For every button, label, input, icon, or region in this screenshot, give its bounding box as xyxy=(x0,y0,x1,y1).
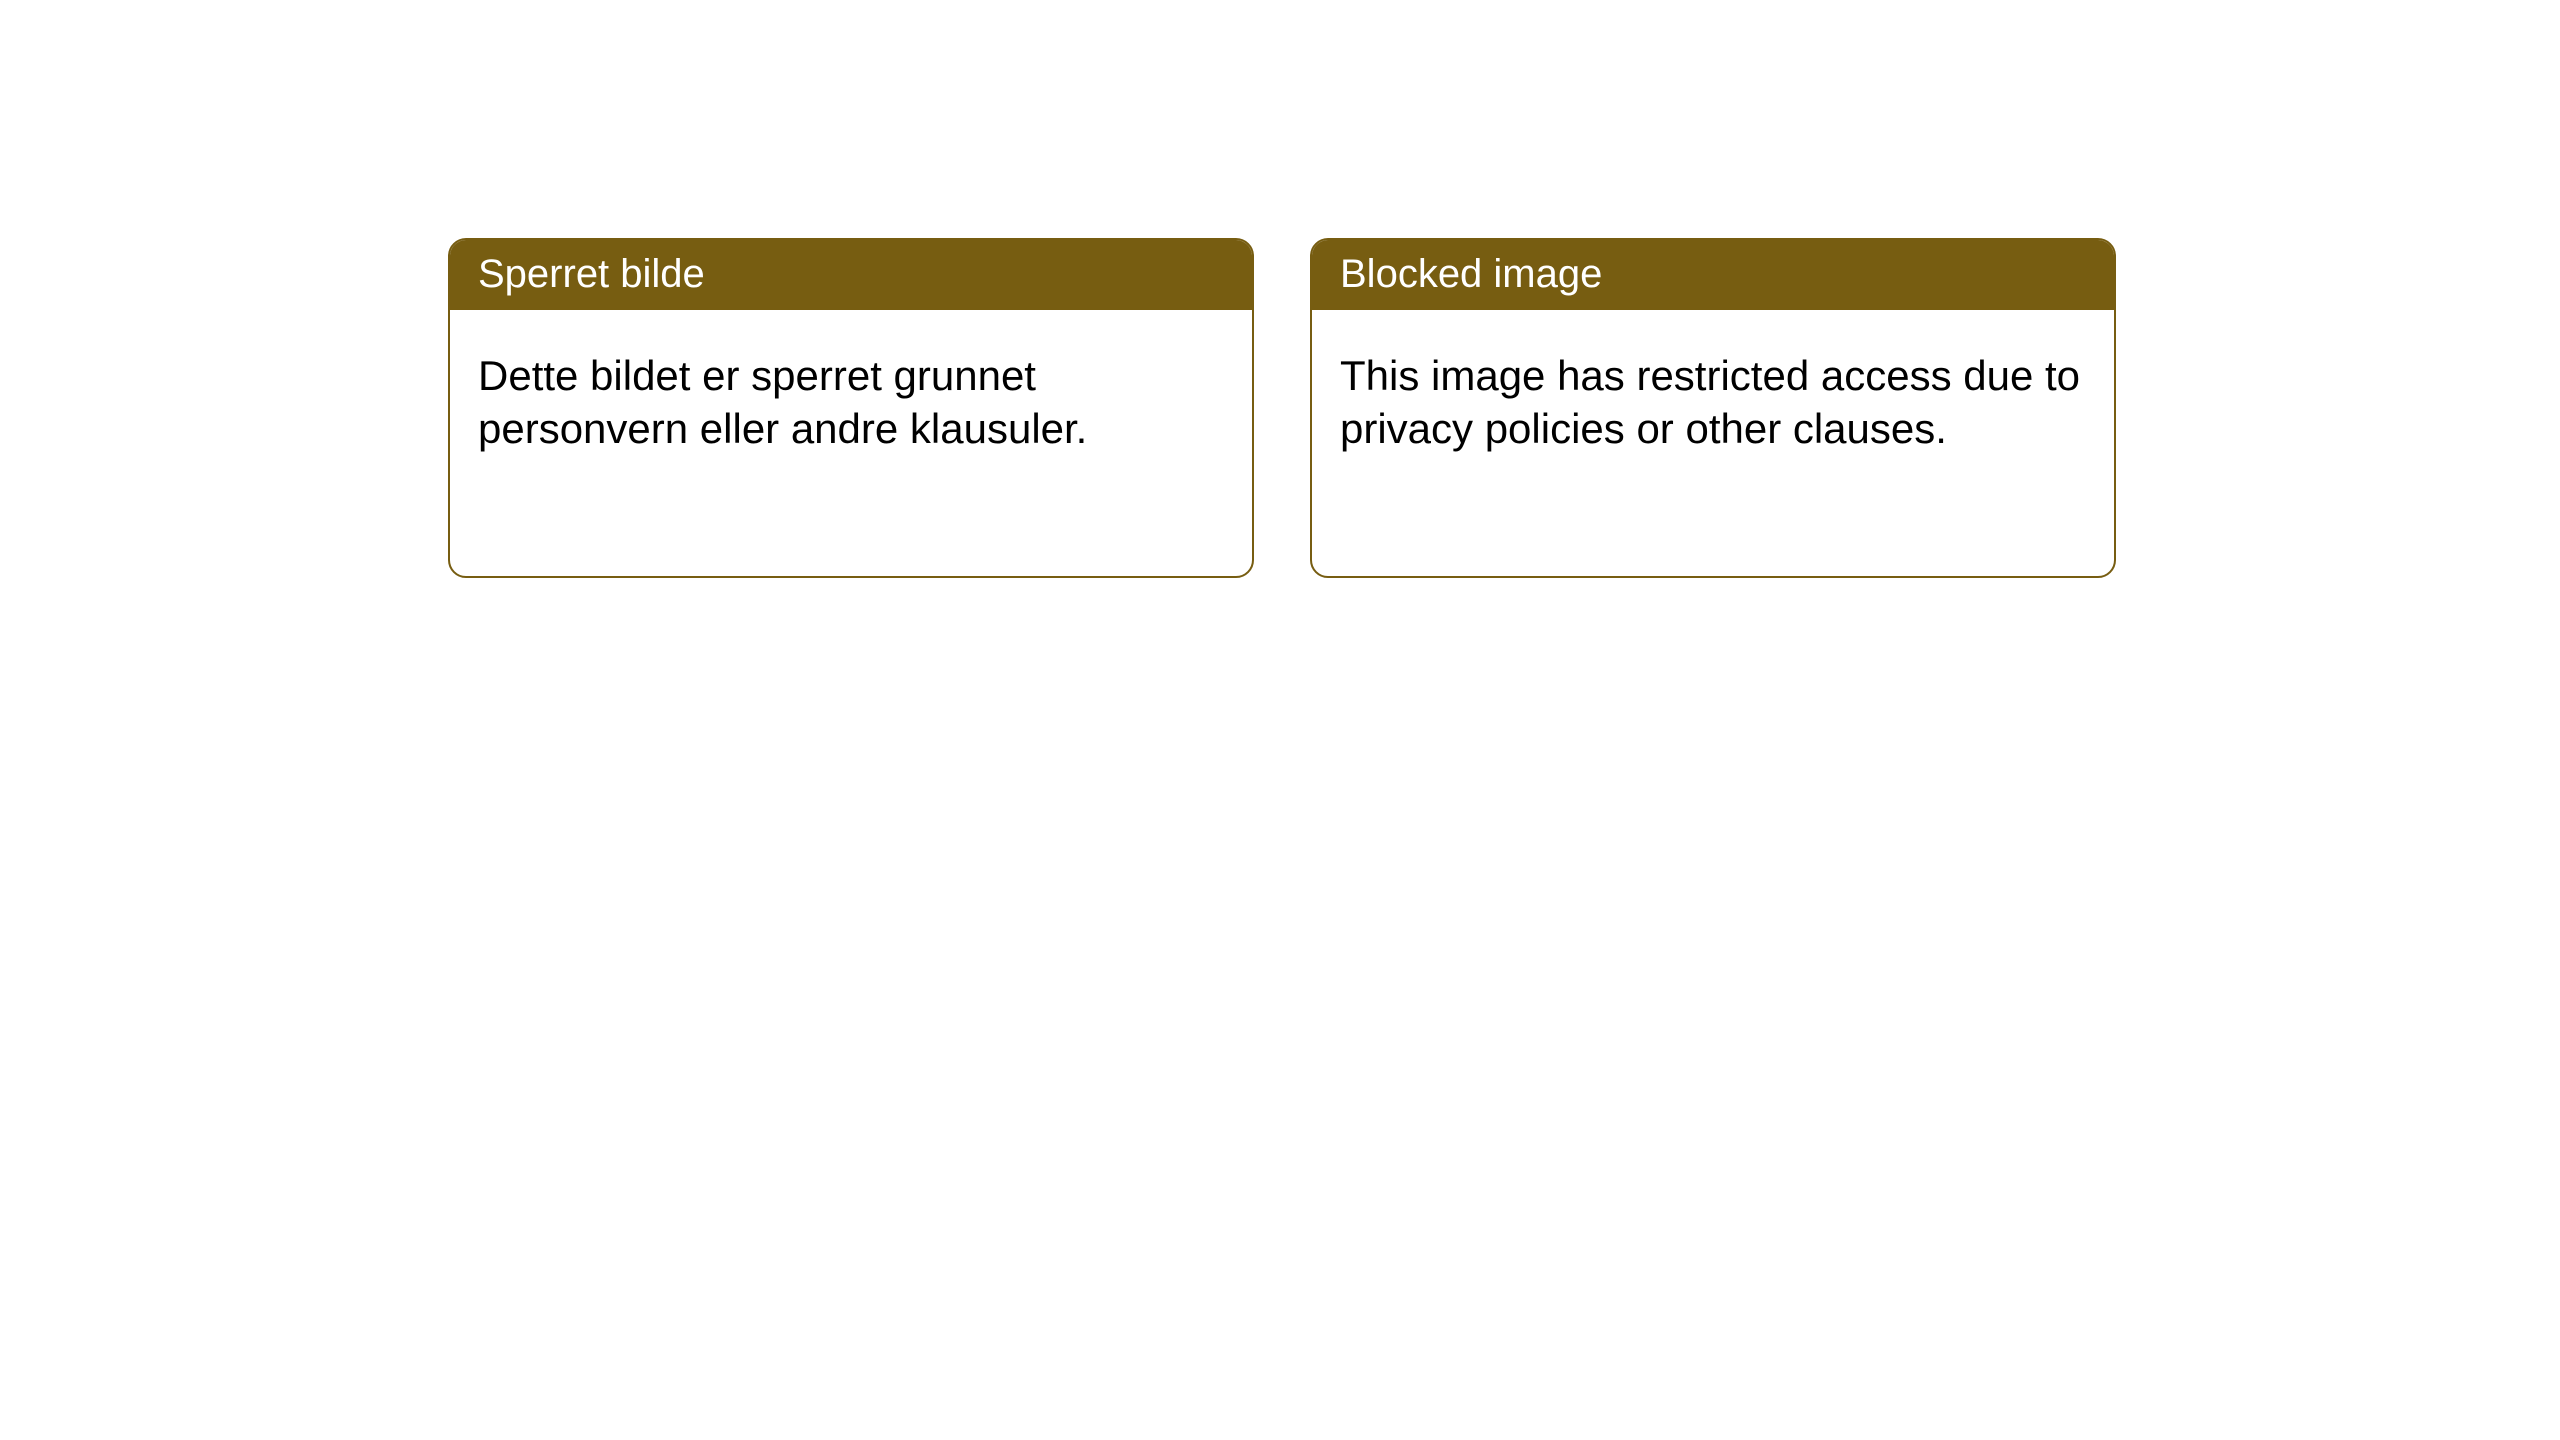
card-message: Dette bildet er sperret grunnet personve… xyxy=(478,352,1087,452)
card-body: Dette bildet er sperret grunnet personve… xyxy=(450,310,1252,483)
card-title: Sperret bilde xyxy=(478,252,705,296)
cards-container: Sperret bilde Dette bildet er sperret gr… xyxy=(0,0,2560,578)
card-title: Blocked image xyxy=(1340,252,1602,296)
blocked-image-card-en: Blocked image This image has restricted … xyxy=(1310,238,2116,578)
card-header: Blocked image xyxy=(1312,240,2114,310)
card-header: Sperret bilde xyxy=(450,240,1252,310)
card-message: This image has restricted access due to … xyxy=(1340,352,2080,452)
card-body: This image has restricted access due to … xyxy=(1312,310,2114,483)
blocked-image-card-no: Sperret bilde Dette bildet er sperret gr… xyxy=(448,238,1254,578)
